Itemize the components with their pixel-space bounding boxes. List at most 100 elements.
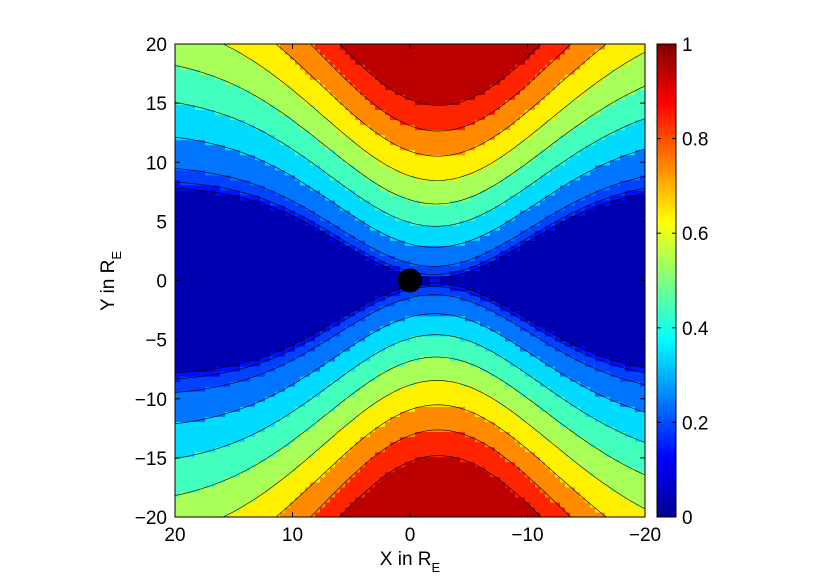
heatmap-cell	[250, 99, 256, 105]
heatmap-cell	[420, 159, 426, 166]
heatmap-cell	[265, 250, 271, 256]
heatmap-cell	[365, 461, 371, 468]
heatmap-cell	[220, 461, 226, 468]
heatmap-cell	[285, 169, 291, 176]
heatmap-cell	[360, 69, 366, 75]
heatmap-cell	[205, 99, 211, 105]
heatmap-cell	[240, 406, 246, 412]
heatmap-cell	[395, 235, 401, 241]
heatmap-cell	[315, 280, 321, 287]
heatmap-cell	[295, 446, 301, 453]
heatmap-cell	[300, 466, 306, 473]
heatmap-cell	[310, 391, 316, 397]
heatmap-cell	[300, 104, 306, 111]
heatmap-cell	[340, 265, 346, 272]
heatmap-cell	[425, 290, 431, 297]
heatmap-cell	[315, 411, 321, 417]
heatmap-cell	[385, 149, 391, 156]
heatmap-cell	[335, 461, 341, 468]
heatmap-cell	[415, 134, 421, 141]
heatmap-cell	[285, 265, 291, 272]
heatmap-cell	[350, 285, 356, 292]
heatmap-cell	[265, 154, 271, 161]
heatmap-cell	[240, 355, 246, 362]
heatmap-cell	[315, 441, 321, 448]
heatmap-cell	[425, 441, 431, 448]
heatmap-cell	[315, 300, 321, 307]
heatmap-cell	[215, 386, 221, 392]
heatmap-cell	[350, 240, 356, 246]
heatmap-cell	[190, 184, 196, 191]
heatmap-cell	[255, 421, 261, 428]
heatmap-cell	[260, 280, 266, 287]
heatmap-cell	[335, 205, 341, 211]
heatmap-cell	[255, 486, 261, 493]
heatmap-cell	[290, 471, 296, 478]
heatmap-cell	[295, 386, 301, 392]
heatmap-cell	[310, 54, 316, 60]
heatmap-cell	[285, 199, 291, 206]
heatmap-cell	[215, 275, 221, 282]
heatmap-cell	[300, 496, 306, 503]
heatmap-cell	[270, 129, 276, 136]
heatmap-cell	[335, 451, 341, 458]
heatmap-cell	[180, 426, 186, 433]
heatmap-cell	[220, 225, 226, 231]
heatmap-cell	[320, 64, 326, 70]
heatmap-cell	[295, 310, 301, 317]
heatmap-cell	[345, 74, 351, 80]
heatmap-cell	[335, 129, 341, 136]
heatmap-cell	[420, 466, 426, 473]
heatmap-cell	[265, 340, 271, 347]
heatmap-cell	[255, 446, 261, 453]
heatmap-cell	[335, 310, 341, 317]
heatmap-cell	[285, 381, 291, 387]
heatmap-cell	[375, 89, 381, 95]
heatmap-cell	[275, 199, 281, 206]
heatmap-cell	[360, 466, 366, 473]
heatmap-cell	[325, 305, 331, 312]
heatmap-cell	[275, 49, 281, 55]
heatmap-cell	[300, 446, 306, 453]
heatmap-cell	[360, 149, 366, 156]
heatmap-cell	[190, 194, 196, 201]
heatmap-cell	[405, 350, 411, 357]
heatmap-cell	[250, 260, 256, 267]
heatmap-cell	[340, 74, 346, 80]
heatmap-cell	[395, 436, 401, 443]
heatmap-cell	[390, 361, 396, 367]
heatmap-cell	[220, 330, 226, 337]
heatmap-cell	[260, 129, 266, 136]
heatmap-cell	[435, 335, 441, 342]
heatmap-cell	[285, 134, 291, 141]
heatmap-cell	[400, 451, 406, 458]
heatmap-cell	[335, 466, 341, 473]
heatmap-cell	[425, 210, 431, 216]
heatmap-cell	[275, 275, 281, 282]
heatmap-cell	[430, 285, 436, 292]
heatmap-cell	[200, 64, 206, 70]
heatmap-cell	[395, 240, 401, 246]
heatmap-cell	[310, 260, 316, 267]
heatmap-cell	[375, 164, 381, 171]
heatmap-cell	[195, 295, 201, 302]
heatmap-cell	[175, 44, 181, 50]
heatmap-cell	[250, 466, 256, 473]
heatmap-cell	[255, 99, 261, 105]
heatmap-cell	[315, 270, 321, 277]
heatmap-cell	[415, 361, 421, 367]
heatmap-cell	[435, 401, 441, 407]
heatmap-cell	[315, 240, 321, 246]
heatmap-cell	[195, 54, 201, 60]
heatmap-cell	[385, 144, 391, 151]
heatmap-cell	[430, 139, 436, 146]
heatmap-cell	[210, 280, 216, 287]
heatmap-cell	[180, 325, 186, 332]
heatmap-cell	[240, 235, 246, 241]
heatmap-cell	[280, 315, 286, 322]
heatmap-cell	[390, 154, 396, 161]
heatmap-cell	[305, 285, 311, 292]
heatmap-cell	[200, 149, 206, 156]
heatmap-cell	[370, 325, 376, 332]
heatmap-cell	[190, 159, 196, 166]
